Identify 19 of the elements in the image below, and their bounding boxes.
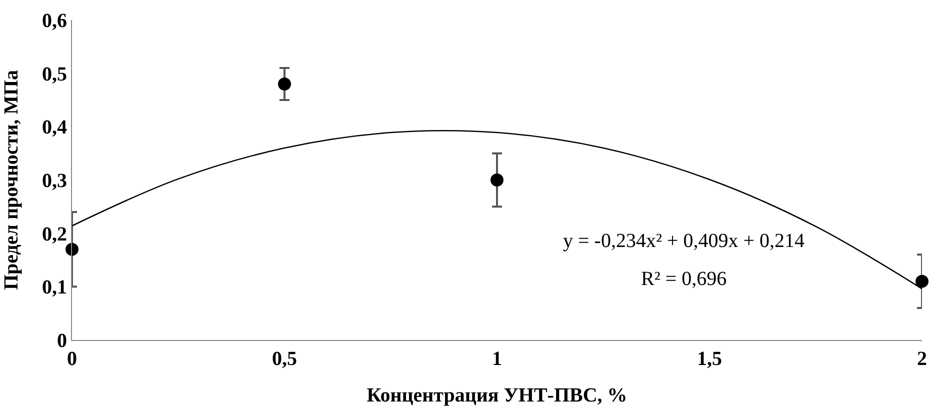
point — [490, 174, 504, 186]
y-tick-label: 0 — [57, 330, 67, 352]
point — [278, 78, 291, 90]
x-axis-title: Концентрация УНТ-ПВС, % — [366, 384, 628, 406]
y-tick-label: 0,2 — [42, 223, 67, 246]
x-tick-label: 1,5 — [697, 348, 722, 370]
point — [916, 274, 928, 288]
y-tick-label: 0,1 — [42, 276, 67, 299]
point — [66, 242, 78, 256]
annotation: y = -0,234x² + 0,409x + 0,214 — [563, 230, 804, 252]
y-tick-label: 0,4 — [42, 116, 67, 139]
x-tick-label: 0,5 — [272, 348, 297, 370]
y-axis-title: Предел прочности, МПа — [0, 70, 22, 290]
annotation: R² = 0,696 — [641, 268, 727, 290]
y-tick-label: 0,5 — [42, 63, 67, 86]
y-tick-label: 0,3 — [42, 170, 67, 192]
y-tick-label: 0,6 — [42, 10, 67, 32]
x-tick-label: 2 — [917, 348, 927, 370]
x-tick-label: 1 — [492, 348, 502, 370]
